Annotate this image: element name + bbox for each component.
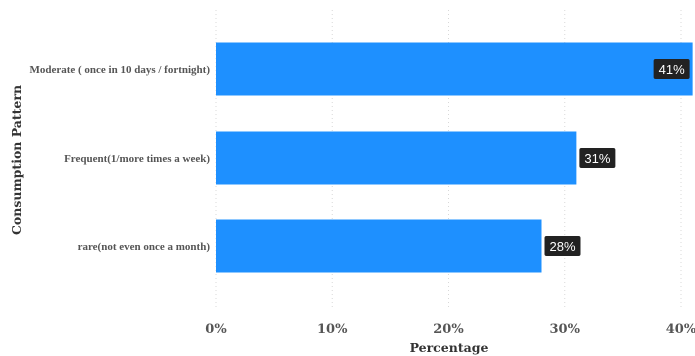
data-label-box [579,148,616,168]
category-label: rare(not even once a month) [78,241,211,253]
data-labels: 41% 31% 28% [544,59,690,256]
x-axis-title: Percentage [410,340,489,355]
bar [216,42,693,96]
data-label-box [544,236,581,256]
x-tick-label: 0% [205,322,227,337]
data-label: 31% [584,151,610,166]
data-label: 41% [659,62,685,77]
x-tick-labels: 0% 10% 20% 30% 40% [205,322,695,337]
bar [216,219,542,273]
x-tick-label: 20% [433,322,464,337]
bars [216,42,693,273]
x-tick-label: 30% [550,322,581,337]
category-label: Frequent(1/more times a week) [64,153,210,165]
data-label: 28% [549,239,575,254]
category-label: Moderate ( once in 10 days / fortnight) [29,64,210,76]
x-tick-label: 40% [666,322,695,337]
data-label-box [653,59,690,79]
category-labels: Moderate ( once in 10 days / fortnight) F… [29,64,210,253]
y-axis-title: Consumption Pattern [9,85,24,235]
x-tick-label: 10% [317,322,348,337]
bar [216,131,577,185]
